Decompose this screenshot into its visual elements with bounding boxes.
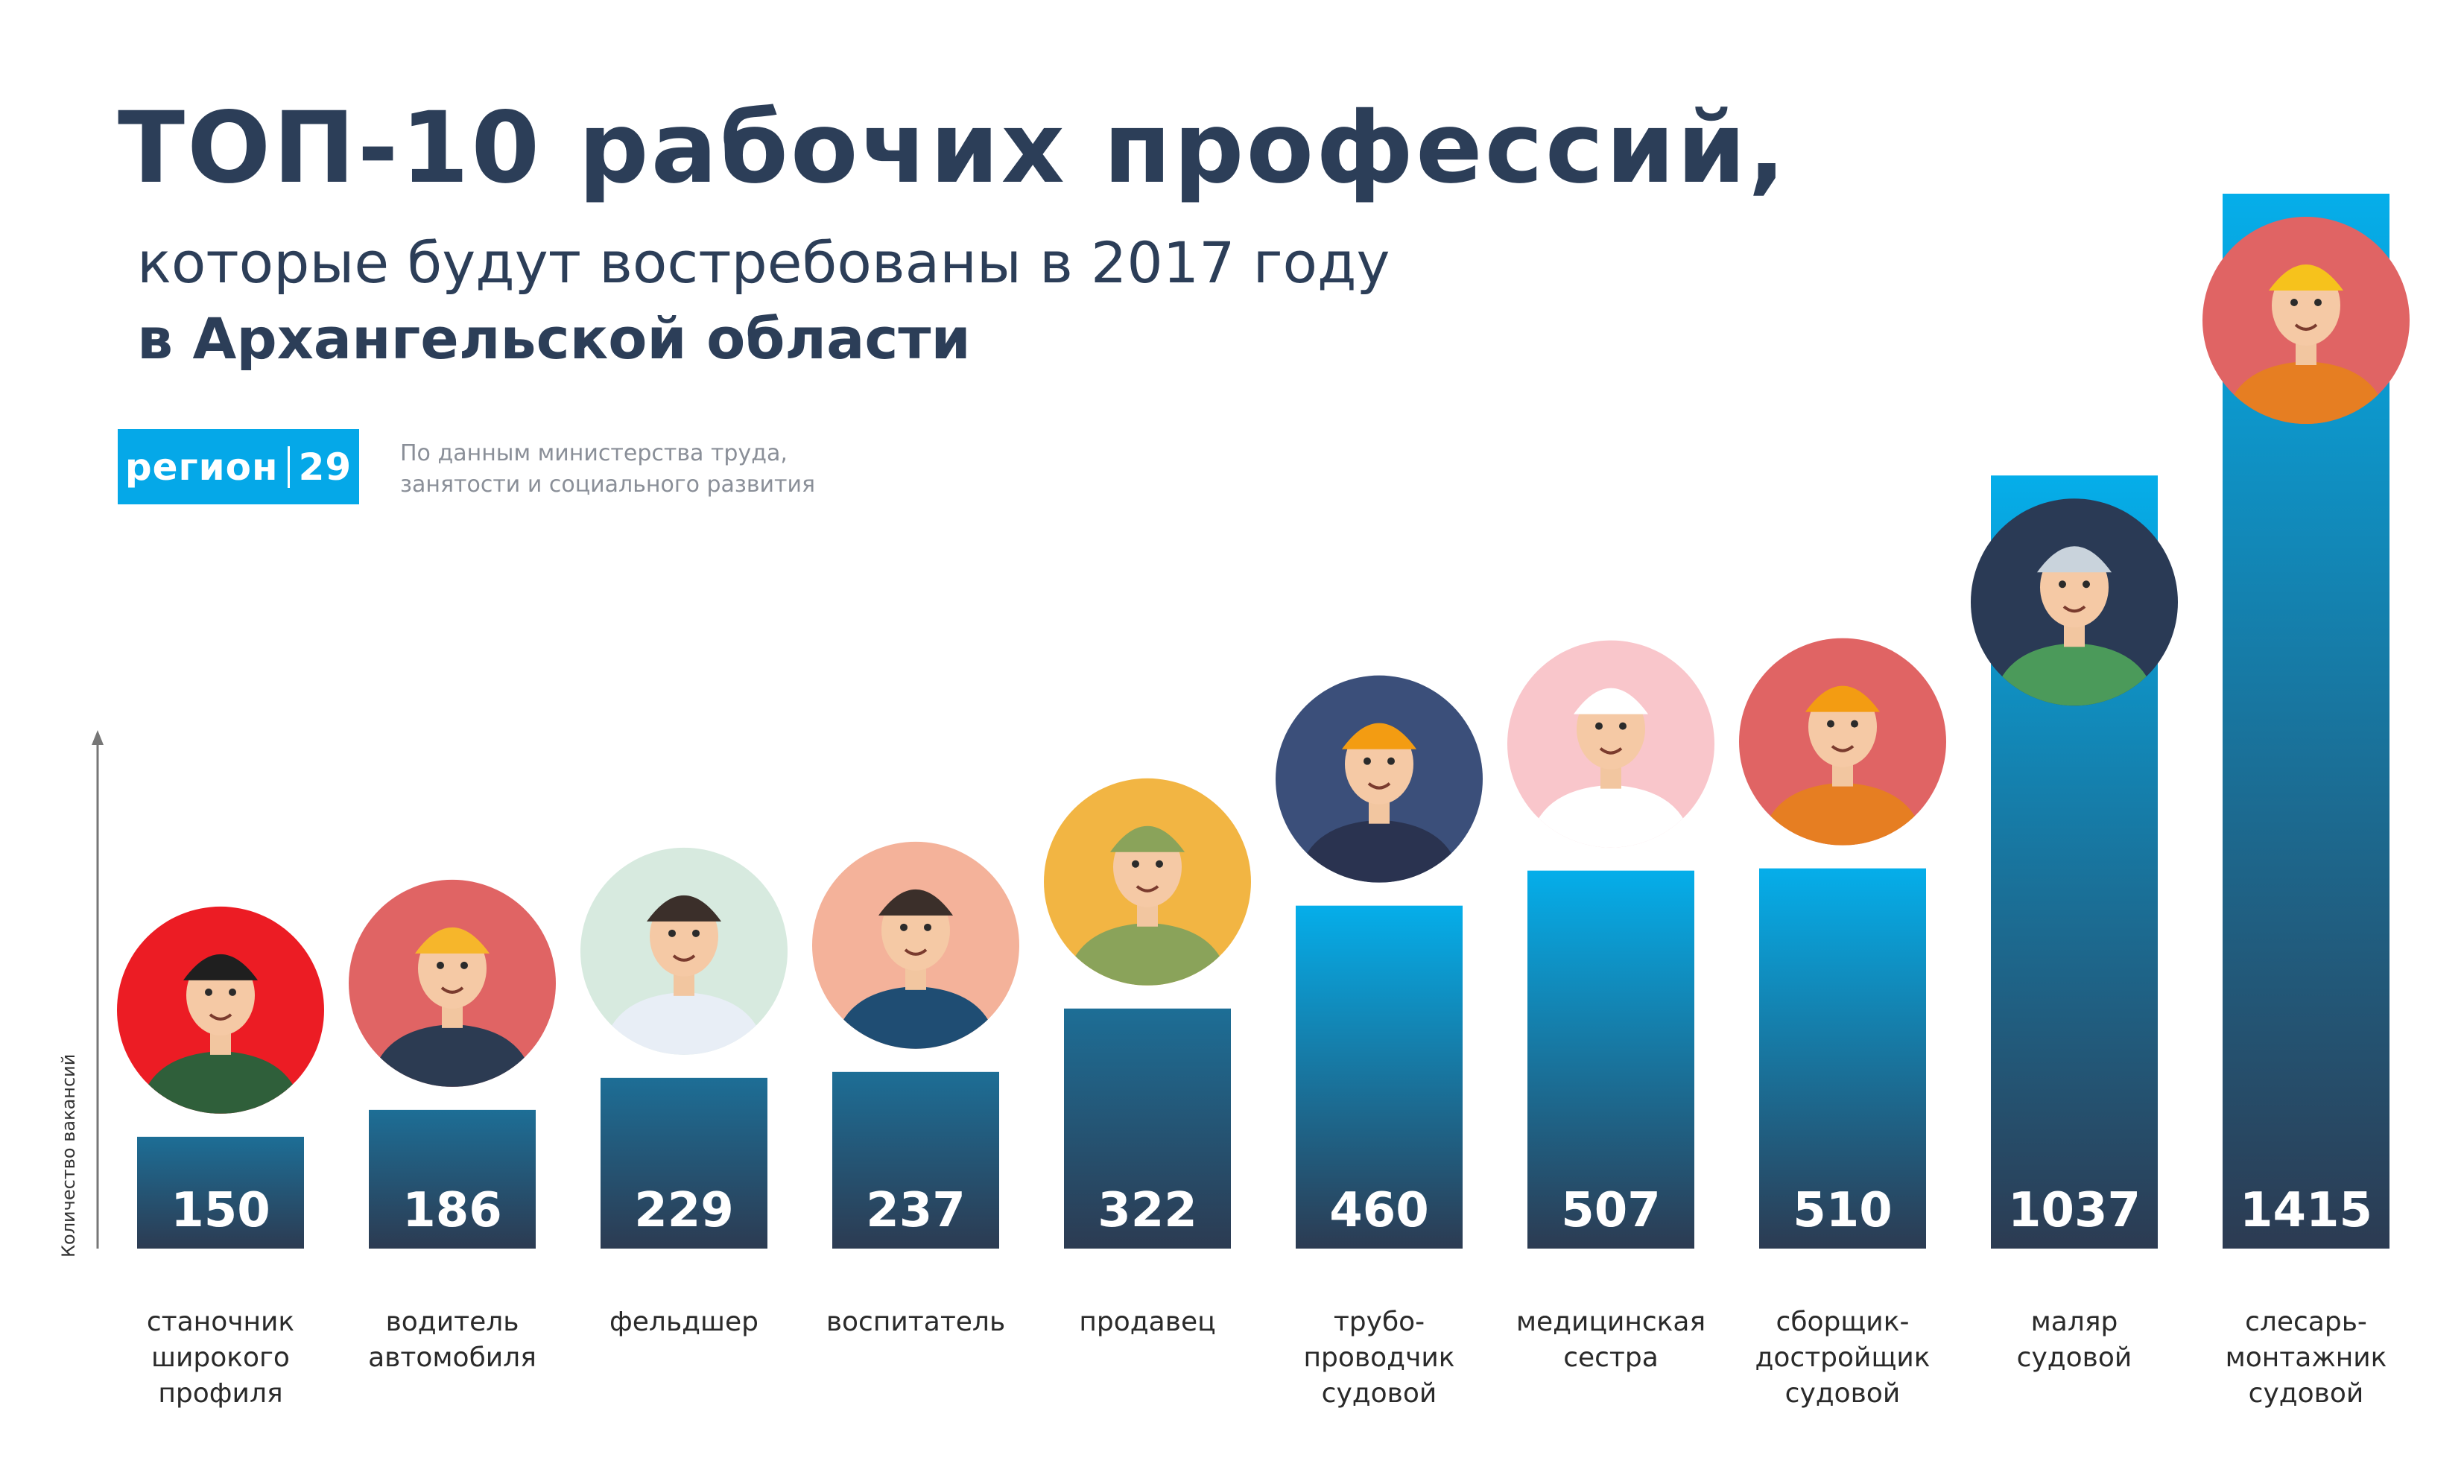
source-line-1: По данным министерства труда,	[400, 440, 788, 466]
category-label-line: станочник	[147, 1307, 294, 1337]
category-label-line: фельдшер	[609, 1307, 758, 1337]
category-label-line: трубо-	[1334, 1307, 1425, 1337]
bar-value-label: 510	[1793, 1183, 1893, 1238]
bar-value-label: 460	[1329, 1183, 1429, 1238]
bar-value-label: 507	[1561, 1183, 1661, 1238]
mechanic-avatar-icon	[2202, 217, 2410, 424]
category-label: трубо-проводчик судовой	[1304, 1307, 1455, 1409]
category-label-line: воспитатель	[826, 1307, 1005, 1337]
category-label-line: судовой	[2017, 1342, 2132, 1373]
category-labels: станочник широкого профиля водитель автомоби…	[147, 1307, 2387, 1409]
category-label-line: медицинская	[1516, 1307, 1706, 1337]
category-label: слесарь-монтажник судовой	[2226, 1307, 2387, 1409]
bar	[832, 1071, 999, 1249]
category-label-line: сестра	[1563, 1342, 1659, 1373]
teacher-avatar-icon	[812, 841, 1019, 1049]
bar	[137, 1136, 304, 1249]
category-label-line: профиля	[158, 1378, 282, 1409]
category-label: сборщик-достройщик судовой	[1755, 1307, 1930, 1409]
bar-value-label: 150	[171, 1183, 270, 1238]
category-label-line: автомобиля	[368, 1342, 536, 1373]
bar	[369, 1109, 536, 1249]
bar-value-label: 186	[402, 1183, 502, 1238]
source-note: По данным министерства труда, занятости …	[400, 438, 937, 501]
category-label-line: широкого	[151, 1342, 290, 1373]
category-label: медицинская сестра	[1516, 1307, 1706, 1373]
source-line-2: занятости и социального развития	[400, 472, 816, 498]
bar	[601, 1077, 767, 1249]
y-axis: Количество вакансий	[58, 730, 104, 1258]
bar	[1527, 870, 1694, 1249]
page-title: ТОП-10 рабочих профессий,	[118, 91, 1788, 206]
category-label-line: слесарь-	[2245, 1307, 2367, 1337]
category-label: маляр судовой	[2017, 1307, 2132, 1373]
category-label-line: маляр	[2031, 1307, 2118, 1337]
page-subtitle-region: в Архангельской области	[137, 305, 971, 372]
bar-value-label: 229	[634, 1183, 734, 1238]
avatars	[117, 217, 2410, 1114]
bar-value-label: 1415	[2240, 1183, 2372, 1238]
fitter-avatar-icon	[1739, 638, 1946, 846]
painter-avatar-icon	[1971, 498, 2178, 706]
category-label-line: судовой	[1785, 1378, 1901, 1409]
region29-logo: регион 29	[118, 429, 359, 504]
bar-value-label: 1037	[2008, 1183, 2141, 1238]
category-label: водитель автомобиля	[368, 1307, 536, 1373]
category-label-line: проводчик	[1304, 1342, 1455, 1373]
paramedic-avatar-icon	[580, 847, 788, 1055]
logo-number: 29	[298, 445, 352, 489]
category-label: воспитатель	[826, 1307, 1005, 1337]
logo-separator	[287, 445, 290, 488]
driver-avatar-icon	[349, 879, 556, 1087]
y-axis-label: Количество вакансий	[58, 1054, 79, 1258]
category-label-line: судовой	[1322, 1378, 1437, 1409]
category-label: продавец	[1079, 1307, 1215, 1337]
bar-value-label: 322	[1098, 1183, 1197, 1238]
page-subtitle: которые будут востребованы в 2017 году	[137, 229, 1390, 296]
bars: 150 186 229 237 322 460 507 510 1037 1415	[137, 194, 2389, 1249]
category-label: фельдшер	[609, 1307, 758, 1337]
logo-word: регион	[124, 445, 279, 489]
pipefitter-avatar-icon	[1276, 675, 1483, 883]
bar	[1296, 905, 1463, 1249]
bar	[1759, 868, 1926, 1249]
salesperson-avatar-icon	[1044, 778, 1251, 986]
category-label: станочник широкого профиля	[147, 1307, 294, 1409]
bar-value-label: 237	[866, 1183, 966, 1238]
category-label-line: водитель	[386, 1307, 519, 1337]
category-label-line: продавец	[1079, 1307, 1215, 1337]
category-label-line: сборщик-	[1776, 1307, 1910, 1337]
bar	[1064, 1008, 1231, 1249]
category-label-line: судовой	[2249, 1378, 2364, 1409]
y-axis-arrow-icon	[92, 730, 104, 745]
nurse-avatar-icon	[1507, 640, 1714, 848]
machinist-avatar-icon	[117, 906, 324, 1114]
category-label-line: достройщик	[1755, 1342, 1930, 1373]
category-label-line: монтажник	[2226, 1342, 2387, 1373]
